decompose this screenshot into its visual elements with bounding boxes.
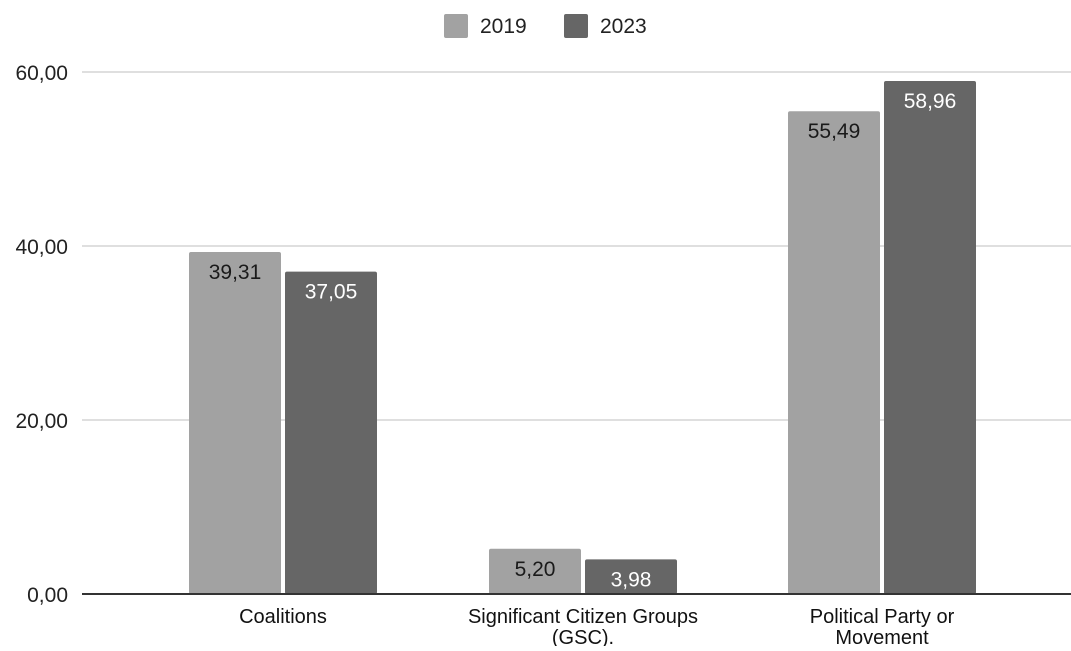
x-category-label: Political Party or Movement (810, 606, 955, 646)
bar-2023-1 (585, 559, 677, 594)
bar-2019-0 (189, 252, 281, 595)
legend-label: 2023 (600, 15, 647, 38)
bar-value-label: 39,31 (209, 261, 262, 284)
bar-value-label: 37,05 (305, 281, 358, 304)
x-category-label-line: Political Party or (810, 606, 955, 628)
bars (189, 81, 976, 595)
bar-value-label: 5,20 (515, 558, 556, 581)
y-tick-label: 20,00 (15, 410, 68, 433)
x-category-label-line: Significant Citizen Groups (468, 606, 698, 628)
bar-value-label: 58,96 (904, 90, 957, 113)
bar-value-labels: 39,31 37,05 5,20 3,98 55,49 58,96 (209, 90, 957, 591)
y-axis-tick-labels: 0,00 20,00 40,00 60,00 (15, 62, 68, 607)
y-tick-label: 40,00 (15, 236, 68, 259)
x-category-label: Coalitions (239, 606, 327, 628)
y-tick-label: 0,00 (27, 584, 68, 607)
legend-label: 2019 (480, 15, 527, 38)
bar-2023-0 (285, 271, 377, 594)
x-category-label-line: (GSC). (552, 627, 614, 646)
bar-2019-2 (788, 111, 880, 594)
bar-2023-2 (884, 81, 976, 595)
bar-2019-1 (489, 548, 581, 594)
x-category-label-line: Movement (835, 627, 929, 646)
bar-value-label: 3,98 (611, 568, 652, 591)
x-axis-category-labels: Coalitions Significant Citizen Groups (GSC… (239, 606, 955, 649)
legend-swatch-2019 (444, 14, 468, 38)
x-category-label-line: Coalitions (239, 606, 327, 628)
y-tick-label: 60,00 (15, 62, 68, 85)
x-category-label: Significant Citizen Groups (GSC). (468, 606, 698, 646)
legend: 2019 2023 (444, 14, 647, 38)
legend-swatch-2023 (564, 14, 588, 38)
bar-value-label: 55,49 (808, 120, 861, 143)
